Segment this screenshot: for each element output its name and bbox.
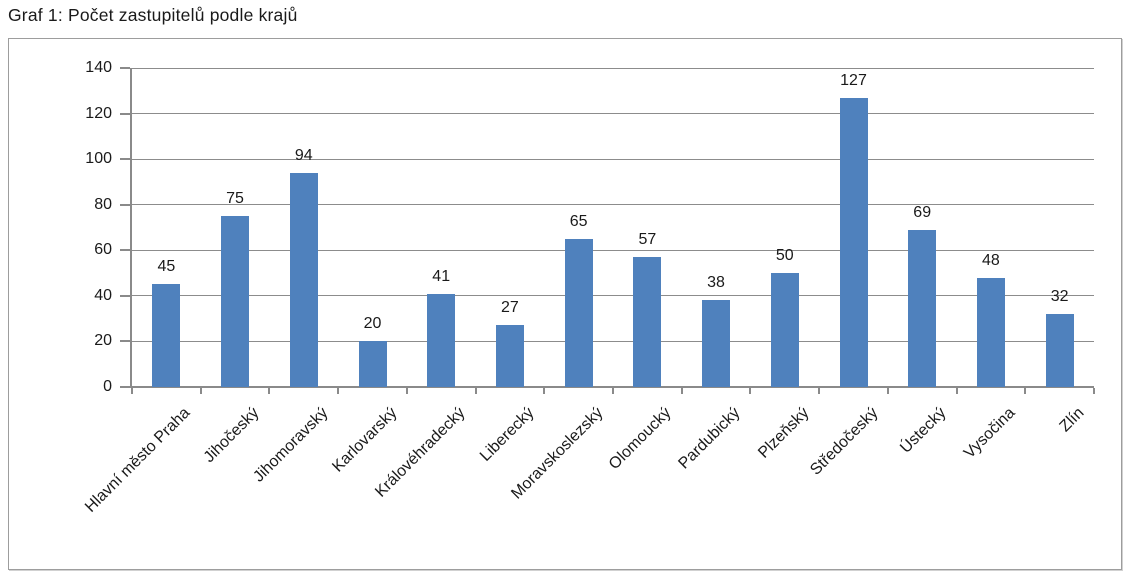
- x-tick-mark: [886, 388, 889, 394]
- x-tick-mark: [199, 388, 202, 394]
- plot-area: 0 20 40 60 80 100 120 140 45 Hlavní město Praha 75…: [9, 39, 1121, 569]
- bar-value-label: 45: [157, 258, 176, 276]
- x-tick-mark: [131, 388, 133, 394]
- x-tick-mark: [268, 388, 271, 394]
- bar: [289, 172, 318, 387]
- bar: [495, 325, 524, 387]
- x-tick-mark: [680, 388, 683, 394]
- bar-value-label: 41: [432, 267, 451, 285]
- bar: [427, 293, 456, 387]
- bar: [564, 238, 593, 387]
- bar-value-label: 127: [840, 71, 867, 89]
- y-tick-mark: [120, 112, 130, 115]
- y-tick-label: 40: [94, 286, 112, 304]
- gridline: [132, 67, 1094, 69]
- y-tick-mark: [120, 294, 130, 297]
- y-tick-label: 20: [94, 332, 112, 350]
- bar-value-label: 65: [569, 212, 588, 230]
- bar-value-label: 50: [775, 247, 794, 265]
- y-tick-label: 0: [103, 378, 112, 395]
- gridline: [132, 204, 1094, 206]
- bar: [976, 277, 1005, 387]
- y-tick-mark: [120, 340, 130, 343]
- y-tick-mark: [120, 249, 130, 252]
- x-tick-mark: [955, 388, 958, 394]
- y-tick-mark: [120, 158, 130, 161]
- x-tick-mark: [1024, 388, 1027, 394]
- chart-frame: 0 20 40 60 80 100 120 140 45 Hlavní město Praha 75…: [8, 38, 1122, 570]
- x-tick-mark: [405, 388, 408, 394]
- x-axis-line: [130, 386, 1094, 388]
- bar: [770, 273, 799, 387]
- x-tick-mark: [474, 388, 477, 394]
- y-tick-mark: [120, 386, 130, 388]
- bar-value-label: 94: [294, 146, 313, 164]
- x-tick-mark: [1093, 388, 1095, 394]
- bar-value-label: 32: [1050, 288, 1069, 306]
- bar: [358, 341, 387, 387]
- bar: [633, 257, 662, 387]
- y-tick-label: 100: [85, 150, 112, 168]
- gridline: [132, 158, 1094, 160]
- x-tick-mark: [337, 388, 340, 394]
- y-tick-label: 80: [94, 195, 112, 213]
- bar-value-label: 69: [913, 203, 932, 221]
- gridline: [132, 113, 1094, 115]
- gridline: [132, 295, 1094, 297]
- y-tick-mark: [120, 67, 130, 69]
- y-tick-mark: [120, 203, 130, 206]
- bar: [221, 216, 250, 387]
- y-axis-line: [130, 68, 132, 387]
- chart-title: Graf 1: Počet zastupitelů podle krajů: [8, 5, 298, 25]
- bar-value-label: 20: [363, 315, 382, 333]
- gridline: [132, 340, 1094, 342]
- bar-value-label: 75: [226, 190, 244, 208]
- bar: [702, 300, 731, 387]
- bar-value-label: 48: [982, 251, 1000, 269]
- x-tick-mark: [543, 388, 546, 394]
- gridline: [132, 249, 1094, 251]
- x-tick-mark: [818, 388, 821, 394]
- bar-value-label: 27: [501, 299, 519, 317]
- x-tick-mark: [612, 388, 614, 394]
- bar: [839, 97, 868, 387]
- y-tick-label: 120: [85, 104, 112, 122]
- x-tick-mark: [749, 388, 752, 394]
- bar: [152, 284, 181, 387]
- y-tick-label: 60: [94, 241, 112, 259]
- bar: [1045, 314, 1074, 387]
- bar-value-label: 38: [707, 274, 725, 292]
- y-tick-label: 140: [85, 59, 112, 76]
- bar: [908, 229, 937, 387]
- bar-value-label: 57: [638, 231, 657, 249]
